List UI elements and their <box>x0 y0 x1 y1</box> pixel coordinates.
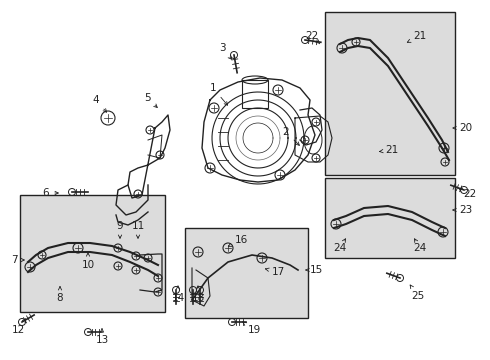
Text: 18: 18 <box>192 286 205 303</box>
Text: 2: 2 <box>283 127 299 145</box>
Text: 10: 10 <box>81 253 95 270</box>
Text: 12: 12 <box>11 319 25 335</box>
Text: 1: 1 <box>210 83 227 105</box>
Bar <box>185 228 308 318</box>
Text: 24: 24 <box>414 239 427 253</box>
Text: 17: 17 <box>266 267 285 277</box>
Text: 6: 6 <box>43 188 58 198</box>
Text: 7: 7 <box>11 255 24 265</box>
Bar <box>325 12 455 175</box>
Text: 21: 21 <box>380 145 399 155</box>
Text: 15: 15 <box>306 265 322 275</box>
Text: 5: 5 <box>144 93 157 108</box>
Text: 23: 23 <box>453 205 473 215</box>
Bar <box>20 195 165 312</box>
Bar <box>325 178 455 258</box>
Text: 22: 22 <box>305 31 320 44</box>
Text: 20: 20 <box>453 123 472 133</box>
Text: 24: 24 <box>333 239 346 253</box>
Text: 4: 4 <box>93 95 106 112</box>
Text: 8: 8 <box>57 287 63 303</box>
Text: 11: 11 <box>131 221 145 238</box>
Bar <box>242 80 268 108</box>
Text: 9: 9 <box>117 221 123 238</box>
Text: 22: 22 <box>458 188 477 199</box>
Text: 13: 13 <box>96 329 109 345</box>
Text: 19: 19 <box>243 322 261 335</box>
Text: 3: 3 <box>219 43 232 59</box>
Text: 21: 21 <box>407 31 427 42</box>
Text: 14: 14 <box>172 286 185 303</box>
Text: 25: 25 <box>410 285 425 301</box>
Text: 16: 16 <box>228 235 247 246</box>
